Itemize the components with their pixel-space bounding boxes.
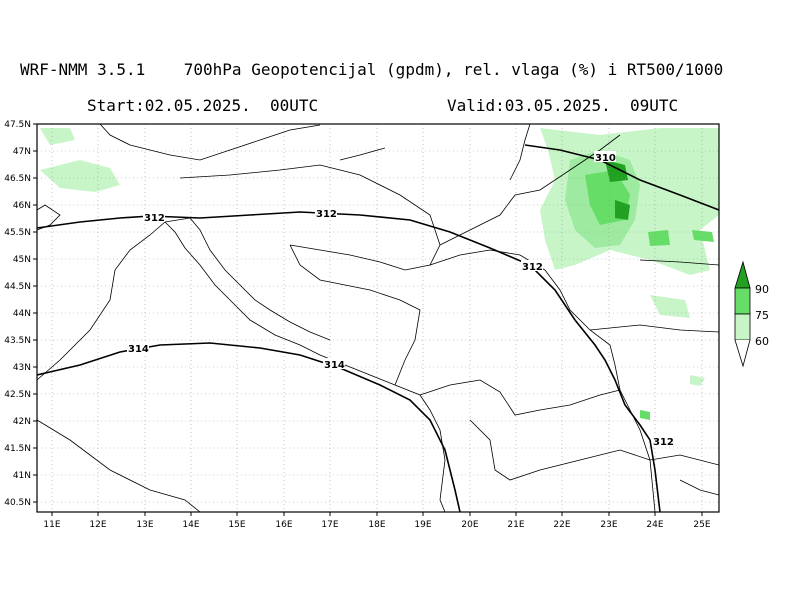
lat-tick-label: 46.5N xyxy=(4,174,31,184)
lat-tick-label: 40.5N xyxy=(4,498,31,508)
map-frame xyxy=(36,123,720,513)
geopotential-contours xyxy=(37,144,719,512)
lon-tick-label: 15E xyxy=(228,520,245,530)
start-time: Start:02.05.2025. 00UTC xyxy=(87,96,319,115)
lat-tick-label: 44N xyxy=(13,309,31,319)
contour-label: 310 xyxy=(595,153,616,164)
contour-label: 314 xyxy=(324,360,345,371)
valid-time: Valid:03.05.2025. 09UTC xyxy=(447,96,679,115)
contour-label: 312 xyxy=(144,213,165,224)
lat-tick-label: 46N xyxy=(13,201,31,211)
tick-marks xyxy=(33,123,703,516)
lon-tick-label: 14E xyxy=(182,520,199,530)
lat-tick-label: 41N xyxy=(13,471,31,481)
lon-tick-label: 22E xyxy=(553,520,570,530)
lon-tick-label: 23E xyxy=(600,520,617,530)
lat-tick-label: 41.5N xyxy=(4,444,31,454)
contour-label: 314 xyxy=(128,344,149,355)
lat-tick-label: 43N xyxy=(13,363,31,373)
lon-tick-label: 24E xyxy=(646,520,663,530)
lon-labels: 11E 12E 13E 14E 15E 16E 17E 18E 19E 20E … xyxy=(43,520,710,530)
lon-tick-label: 25E xyxy=(693,520,710,530)
legend-swatch-90 xyxy=(734,260,751,289)
lon-tick-label: 17E xyxy=(321,520,338,530)
legend-label: 60 xyxy=(755,335,769,348)
humidity-shading xyxy=(40,128,719,420)
legend-label: 75 xyxy=(755,309,769,322)
legend-label: 90 xyxy=(755,283,769,296)
contour-labels: 312 312 312 310 314 314 312 xyxy=(127,151,674,448)
legend-swatch-60 xyxy=(734,313,751,341)
lon-tick-label: 11E xyxy=(43,520,60,530)
lon-tick-label: 16E xyxy=(275,520,292,530)
lon-tick-label: 19E xyxy=(414,520,431,530)
legend-swatch-low xyxy=(734,339,751,368)
lat-tick-label: 45N xyxy=(13,255,31,265)
lat-tick-label: 42N xyxy=(13,417,31,427)
contour-label: 312 xyxy=(316,209,337,220)
lat-tick-label: 43.5N xyxy=(4,336,31,346)
lat-tick-label: 44.5N xyxy=(4,282,31,292)
lon-tick-label: 13E xyxy=(136,520,153,530)
lon-tick-label: 12E xyxy=(89,520,106,530)
lat-tick-label: 45.5N xyxy=(4,228,31,238)
lon-tick-label: 21E xyxy=(507,520,524,530)
lat-tick-label: 47.5N xyxy=(4,120,31,130)
lat-labels: 47.5N 47N 46.5N 46N 45.5N 45N 44.5N 44N … xyxy=(4,120,31,508)
chart-title: WRF-NMM 3.5.1 700hPa Geopotencijal (gpdm… xyxy=(20,60,724,79)
lon-tick-label: 20E xyxy=(461,520,478,530)
lon-tick-label: 18E xyxy=(368,520,385,530)
legend-swatch-75 xyxy=(734,287,751,315)
lat-tick-label: 47N xyxy=(13,147,31,157)
lat-tick-label: 42.5N xyxy=(4,390,31,400)
legend: 90 75 60 xyxy=(734,260,769,368)
contour-label: 312 xyxy=(522,262,543,273)
contour-label: 312 xyxy=(653,437,674,448)
